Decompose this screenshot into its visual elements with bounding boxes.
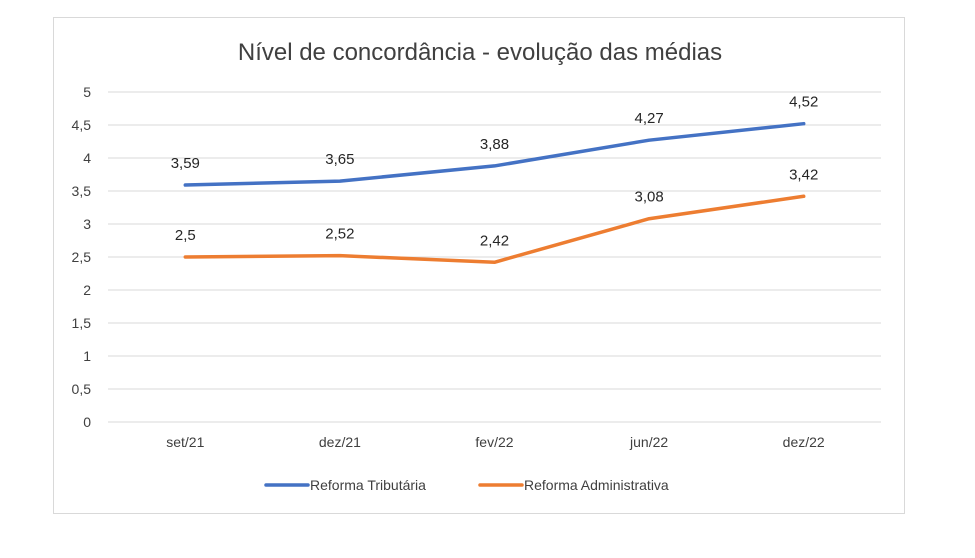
data-label: 4,27	[634, 110, 663, 127]
y-tick-label: 2	[83, 282, 91, 298]
y-tick-label: 1,5	[72, 315, 92, 331]
y-tick-label: 3	[83, 216, 91, 232]
series-line	[183, 194, 806, 265]
data-label: 2,42	[480, 232, 509, 249]
series-lines	[183, 121, 806, 265]
data-label: 4,52	[789, 94, 818, 111]
x-tick-label: jun/22	[629, 434, 668, 450]
data-label: 3,88	[480, 136, 509, 153]
x-axis-ticks: set/21 dez/21 fev/22 jun/22 dez/22	[166, 434, 825, 450]
chart-frame: Nível de concordância - evolução das méd…	[53, 17, 905, 514]
y-tick-label: 4,5	[72, 117, 92, 133]
y-tick-label: 2,5	[72, 249, 92, 265]
x-tick-label: dez/22	[783, 434, 825, 450]
data-labels: 3,59 3,65 3,88 4,27 4,52 2,5 2,52 2,42 3,08 3,42	[171, 94, 819, 250]
data-label: 3,08	[634, 189, 663, 206]
data-label: 2,52	[325, 226, 354, 243]
x-tick-label: dez/21	[319, 434, 361, 450]
legend-label: Reforma Administrativa	[524, 477, 669, 493]
y-tick-label: 0,5	[72, 381, 92, 397]
y-tick-label: 1	[83, 348, 91, 364]
data-label: 3,42	[789, 166, 818, 183]
y-tick-label: 5	[83, 84, 91, 100]
legend-label: Reforma Tributária	[310, 477, 426, 493]
series-line	[183, 121, 806, 187]
line-chart: Nível de concordância - evolução das méd…	[72, 39, 881, 493]
y-axis-ticks: 0 0,5 1 1,5 2 2,5 3 3,5 4 4,5 5	[72, 84, 92, 430]
data-label: 3,65	[325, 151, 354, 168]
chart-title: Nível de concordância - evolução das méd…	[238, 39, 722, 66]
x-tick-label: fev/22	[475, 434, 513, 450]
legend: Reforma Tributária Reforma Administrativa	[264, 477, 669, 493]
y-tick-label: 0	[83, 414, 91, 430]
data-label: 3,59	[171, 155, 200, 172]
data-label: 2,5	[175, 227, 196, 244]
x-tick-label: set/21	[166, 434, 204, 450]
y-tick-label: 4	[83, 150, 91, 166]
y-tick-label: 3,5	[72, 183, 92, 199]
